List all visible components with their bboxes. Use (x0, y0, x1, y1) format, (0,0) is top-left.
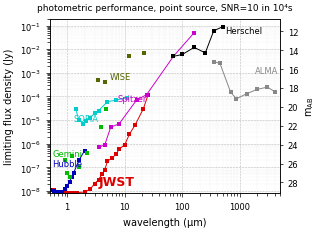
X-axis label: wavelength (μm): wavelength (μm) (123, 217, 207, 227)
Text: JWST: JWST (99, 175, 134, 188)
Y-axis label: m$_\mathrm{AB}$: m$_\mathrm{AB}$ (304, 96, 316, 117)
Y-axis label: limiting flux density (Jy): limiting flux density (Jy) (4, 49, 14, 164)
Title: photometric performance, point source, SNR=10 in 10⁴s: photometric performance, point source, S… (37, 4, 293, 13)
Text: Herschel: Herschel (225, 27, 262, 36)
Text: WISE: WISE (110, 73, 131, 82)
Text: ALMA: ALMA (255, 67, 278, 76)
Text: Gemini: Gemini (52, 149, 82, 158)
Text: Hubble: Hubble (52, 159, 82, 168)
Text: Spitzer: Spitzer (117, 95, 147, 104)
Text: SOFIA: SOFIA (74, 114, 99, 123)
